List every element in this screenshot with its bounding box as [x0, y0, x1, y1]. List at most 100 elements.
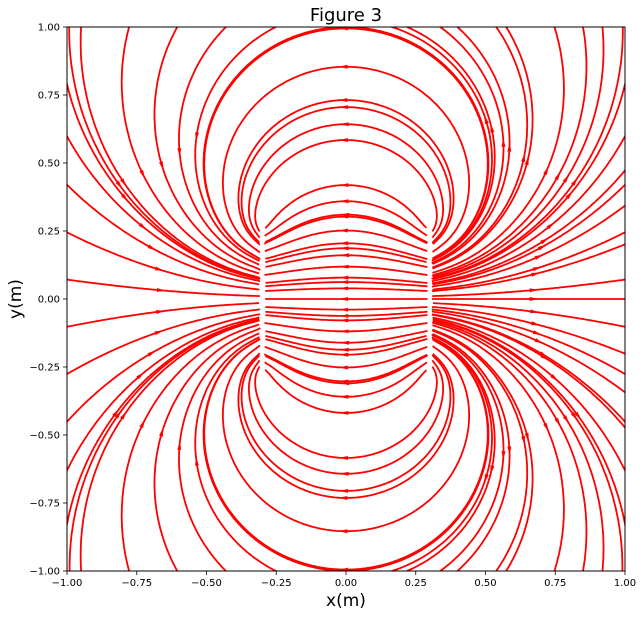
streamline — [432, 320, 605, 571]
y-tick-label: −0.50 — [29, 431, 60, 442]
stream-arrow — [156, 310, 165, 314]
stream-arrow — [120, 411, 127, 420]
chart-title: Figure 3 — [310, 5, 382, 26]
stream-arrow — [521, 153, 525, 163]
stream-arrow — [484, 473, 489, 483]
x-tick-label: 0.50 — [474, 578, 496, 589]
stream-arrow — [147, 244, 157, 251]
stream-arrow — [339, 138, 348, 142]
stream-arrow — [501, 138, 506, 147]
stream-arrow — [574, 411, 582, 420]
stream-arrow — [339, 456, 348, 460]
stream-arrow — [524, 156, 529, 166]
y-tick-label: 0.25 — [38, 227, 60, 238]
stream-arrow — [120, 178, 127, 187]
streamline — [194, 27, 278, 262]
streamline — [120, 27, 260, 275]
y-tick-label: −1.00 — [29, 567, 60, 578]
stream-arrow — [195, 132, 199, 142]
stream-arrow — [339, 307, 349, 312]
x-tick-label: −0.25 — [261, 578, 292, 589]
stream-arrow — [121, 193, 129, 202]
stream-arrow — [112, 409, 119, 418]
stream-arrow — [531, 321, 540, 326]
stream-arrow — [550, 374, 559, 382]
x-tick-label: 0.75 — [544, 578, 566, 589]
stream-arrow — [554, 171, 561, 181]
y-axis-label: y(m) — [6, 279, 26, 319]
stream-arrow — [501, 451, 506, 460]
stream-arrow — [339, 264, 349, 269]
stream-arrow — [340, 471, 349, 476]
streamline — [264, 184, 428, 229]
stream-arrow — [340, 340, 350, 345]
stream-arrow — [338, 529, 348, 534]
x-tick-label: 0.25 — [405, 578, 427, 589]
stream-arrow — [571, 177, 578, 186]
stream-arrow — [147, 350, 156, 357]
stream-arrow — [339, 241, 349, 246]
x-tick-label: −1.00 — [52, 578, 83, 589]
stream-arrow — [156, 288, 166, 292]
stream-arrow — [532, 330, 542, 335]
stream-arrow — [570, 412, 578, 421]
stream-arrow — [159, 427, 164, 437]
stream-arrow — [339, 297, 349, 301]
stream-arrow — [562, 415, 569, 424]
stream-arrow — [177, 148, 182, 157]
stream-arrow — [565, 191, 573, 200]
y-tick-label: 0.50 — [38, 159, 60, 170]
x-axis-label: x(m) — [326, 591, 366, 611]
stream-arrow — [114, 410, 122, 419]
stream-arrow — [490, 465, 495, 475]
x-tick-label: 0.00 — [335, 578, 357, 589]
x-tick-label: −0.50 — [191, 578, 222, 589]
stream-arrow — [532, 266, 542, 272]
stream-arrow — [339, 411, 349, 415]
y-axis-ticks: −1.00 −0.75 −0.50 −0.25 0.00 0.25 0.50 0.75 1.00 — [29, 23, 67, 578]
streamline — [120, 323, 260, 571]
stream-arrow — [534, 338, 544, 344]
stream-arrow — [339, 394, 349, 399]
stream-arrow — [136, 372, 145, 380]
stream-arrow — [539, 351, 548, 358]
stream-arrow — [339, 352, 349, 357]
x-tick-label: −0.75 — [121, 578, 152, 589]
streamline — [67, 278, 260, 297]
stream-arrow — [484, 115, 489, 125]
stream-arrow — [339, 199, 349, 204]
y-tick-label: 0.75 — [38, 91, 60, 102]
stream-arrow — [531, 272, 540, 277]
stream-arrow — [339, 379, 349, 384]
stream-arrow — [339, 329, 349, 334]
stream-arrow — [340, 253, 350, 258]
stream-arrow — [339, 280, 349, 284]
stream-arrow — [154, 266, 164, 271]
stream-arrow — [339, 489, 349, 493]
stream-arrow — [139, 169, 145, 179]
y-tick-label: 1.00 — [38, 23, 60, 34]
stream-arrow — [543, 423, 549, 432]
stream-arrow — [138, 222, 147, 230]
stream-arrow — [507, 446, 512, 456]
stream-arrow — [339, 365, 348, 370]
stream-arrow — [339, 314, 349, 318]
stream-arrow — [507, 142, 512, 152]
stream-arrow — [530, 309, 539, 314]
stream-arrow — [540, 237, 549, 245]
stream-arrow — [154, 330, 164, 336]
stream-arrow — [529, 297, 539, 301]
stream-arrow — [139, 419, 145, 429]
stream-arrow — [529, 288, 539, 293]
stream-arrow — [338, 496, 348, 500]
stream-arrow — [534, 254, 544, 260]
streamline — [67, 231, 260, 291]
stream-arrow — [159, 161, 164, 171]
stream-arrow — [115, 180, 123, 189]
stream-arrow — [339, 567, 349, 571]
stream-arrow — [339, 228, 348, 233]
stream-arrow — [177, 441, 182, 450]
y-tick-label: 0.00 — [38, 295, 60, 306]
streamline — [264, 369, 428, 414]
